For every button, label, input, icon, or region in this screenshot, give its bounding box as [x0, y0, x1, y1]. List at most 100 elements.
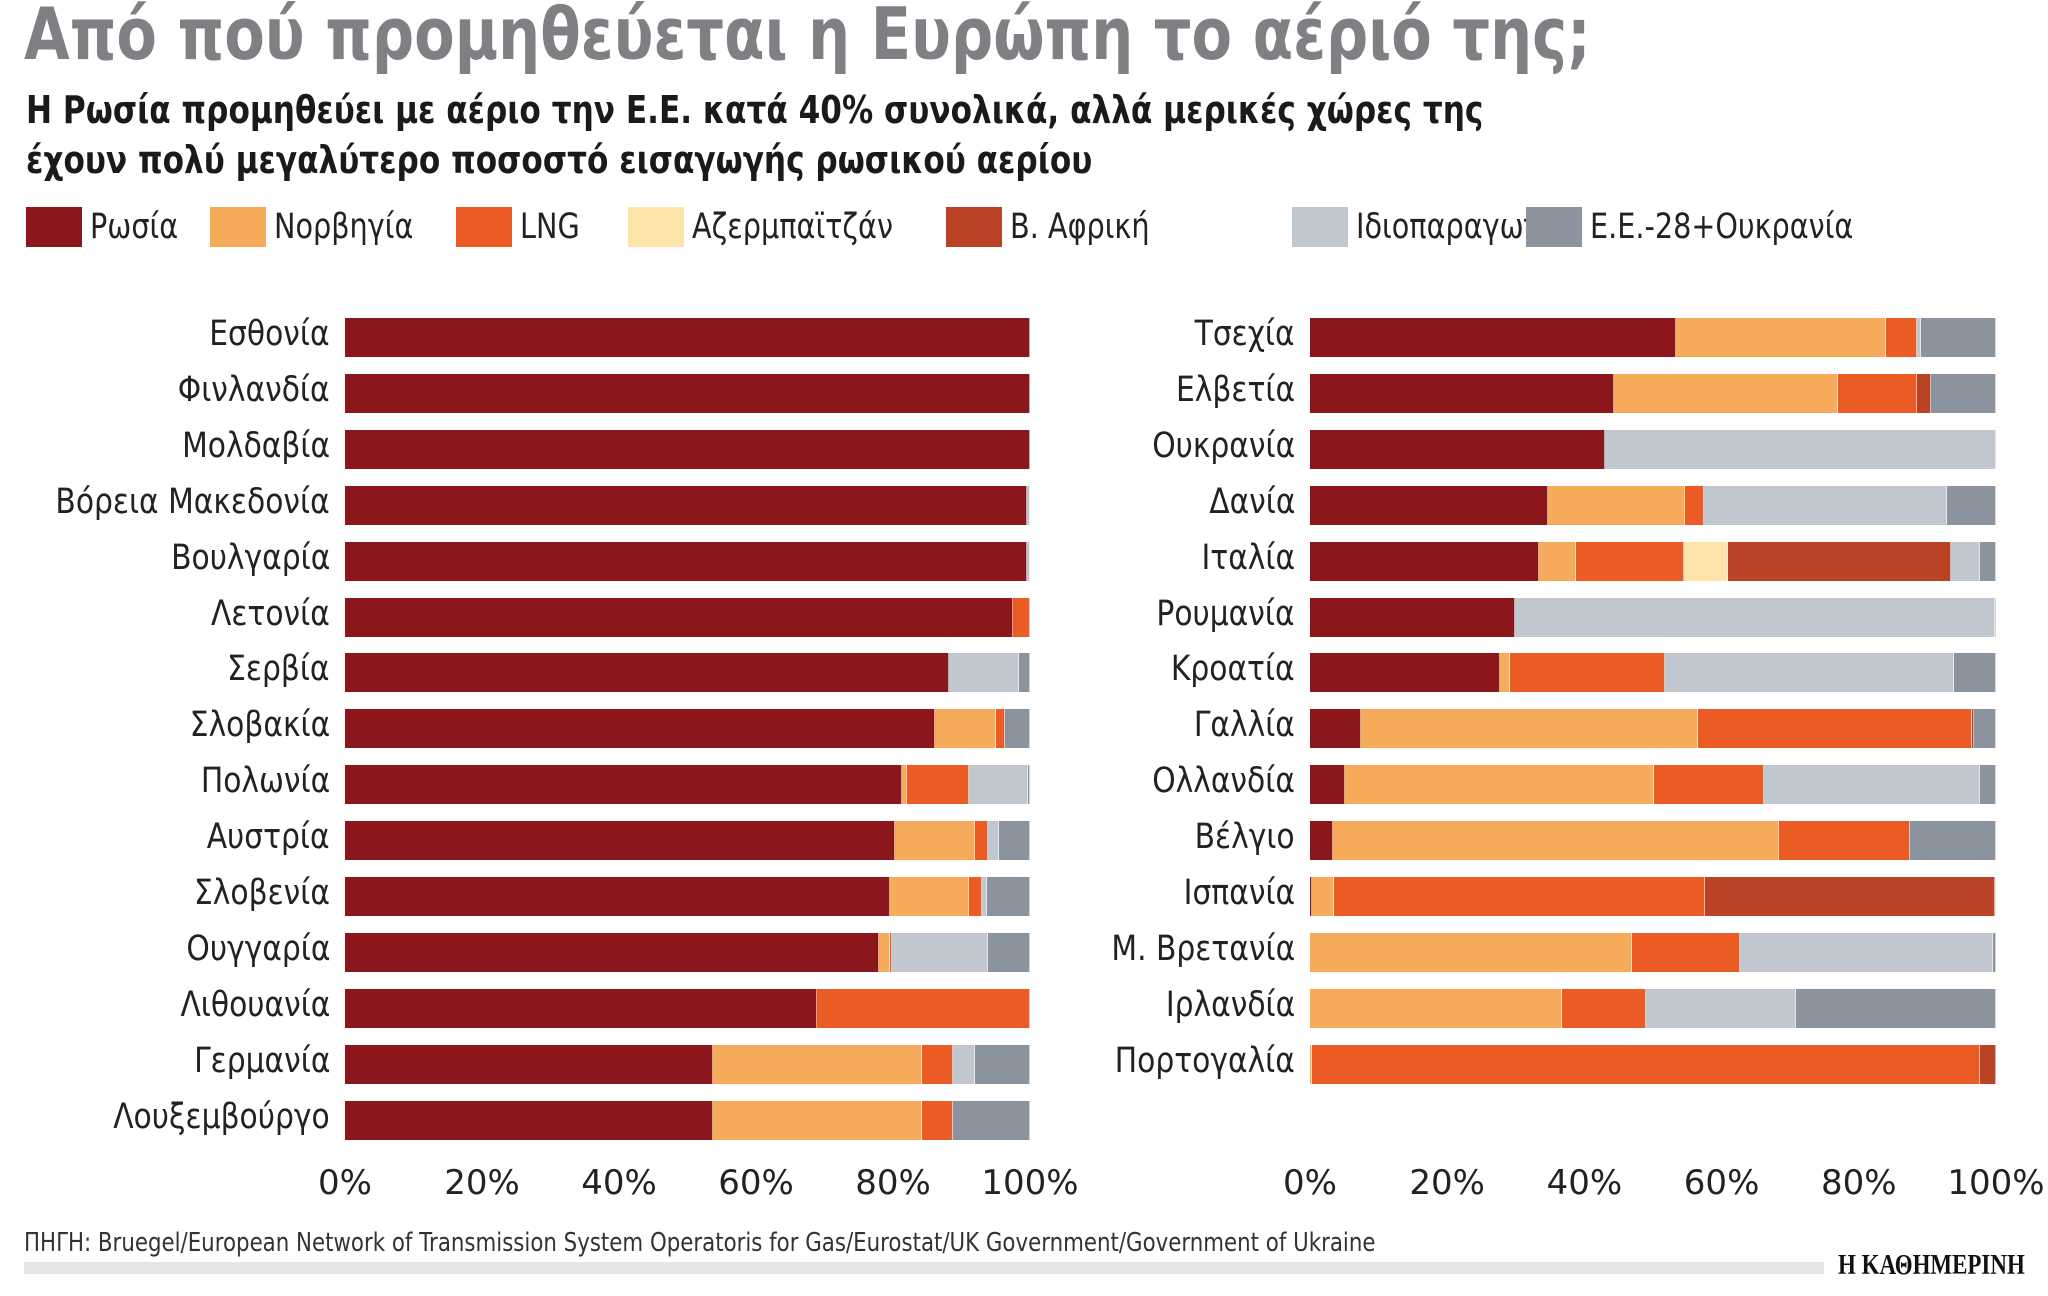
bar-segment — [1515, 597, 1995, 637]
category-label: Σερβία — [227, 649, 330, 690]
bar-segment — [995, 709, 1006, 749]
chart-subtitle-line-1: Η Ρωσία προμηθεύει με αέριο την Ε.Ε. κατ… — [26, 88, 1484, 132]
bar-segment — [1539, 541, 1577, 581]
x-tick-label: 0% — [318, 1163, 372, 1203]
bar-segment — [987, 821, 1000, 861]
bar-segment — [1705, 877, 1995, 916]
category-label: Βέλγιο — [1195, 817, 1295, 858]
category-label: Κροατία — [1171, 649, 1295, 690]
bar-segment — [1683, 541, 1728, 581]
x-tick-label: 40% — [581, 1163, 657, 1203]
chart-subtitle-line-2: έχουν πολύ μεγαλύτερο ποσοστό εισαγωγής … — [26, 138, 1093, 182]
category-label: Γερμανία — [193, 1040, 330, 1081]
bar-segment — [1310, 932, 1633, 972]
bar-segment — [969, 765, 1028, 805]
bar-segment — [1312, 877, 1334, 916]
bar-segment — [1310, 988, 1562, 1028]
legend-swatch — [210, 207, 266, 247]
bar-segment — [1333, 821, 1779, 861]
bar-segment — [1005, 709, 1030, 749]
legend-label: Ε.Ε.-28+Ουκρανία — [1590, 207, 1854, 247]
bar-segment — [1684, 485, 1705, 525]
bar-segment — [1764, 765, 1981, 805]
bar-segment — [1312, 1044, 1981, 1084]
bar-segment — [934, 709, 996, 749]
bar-segment — [1910, 821, 1996, 861]
legend-swatch — [26, 207, 82, 247]
bar-segment — [1561, 988, 1647, 1028]
bar-segment — [1310, 429, 1605, 469]
legend-label: Β. Αφρική — [1010, 207, 1150, 247]
category-label: Φινλανδία — [178, 369, 330, 410]
bar-segment — [1310, 1044, 1313, 1084]
bar-segment — [1885, 318, 1918, 357]
category-label: Πολωνία — [200, 761, 330, 802]
bar-segment — [949, 653, 1020, 693]
bar-segment — [969, 877, 983, 916]
bar-segment — [1947, 485, 1996, 525]
bar-segment — [1361, 709, 1699, 749]
category-label: Γαλλία — [1193, 705, 1295, 746]
legend-item: Ιδιοπαραγωγή — [1292, 204, 1603, 250]
legend: Ρωσία Νορβηγία LNG Αζερμπαϊτζάν Β. Αφρική Ιδι… — [26, 204, 2026, 250]
category-label: Μ. Βρετανία — [1111, 928, 1295, 969]
bar-segment — [1917, 318, 1921, 357]
bar-segment — [345, 1100, 713, 1140]
legend-swatch — [946, 207, 1002, 247]
category-label: Ιρλανδία — [1165, 984, 1295, 1025]
bar-segment — [1930, 373, 1996, 413]
bar-segment — [1837, 373, 1918, 413]
bar-segment — [1740, 932, 1994, 972]
bar-segment — [345, 541, 1028, 581]
bar-segment — [1994, 877, 1996, 916]
legend-swatch — [456, 207, 512, 247]
bar-segment — [1019, 653, 1030, 693]
bar-segment — [345, 709, 935, 749]
x-tick-label: 60% — [1683, 1163, 1760, 1203]
bar-segment — [345, 821, 896, 861]
x-tick-label: 20% — [444, 1163, 520, 1203]
category-label: Ελβετία — [1175, 369, 1295, 410]
bar-segment — [345, 765, 902, 805]
bar-segment — [1613, 373, 1838, 413]
legend-item: Β. Αφρική — [946, 204, 1180, 250]
legend-item: Αζερμπαϊτζάν — [628, 204, 937, 250]
category-label: Λετονία — [211, 593, 330, 634]
bar-segment — [712, 1100, 922, 1140]
bar-segment — [1646, 988, 1796, 1028]
bar-segment — [345, 318, 1030, 357]
bar-segment — [1334, 877, 1706, 916]
bar-segment — [345, 429, 1030, 469]
bar-segment — [1576, 541, 1684, 581]
bar-segment — [1500, 653, 1511, 693]
bar-segment — [953, 1044, 975, 1084]
bar-segment — [1795, 988, 1996, 1028]
x-tick-label: 80% — [1821, 1163, 1897, 1203]
legend-item: Νορβηγία — [210, 204, 444, 250]
category-label: Πορτογαλία — [1114, 1040, 1295, 1081]
bar-segment — [1980, 765, 1996, 805]
legend-item: Ε.Ε.-28+Ουκρανία — [1526, 204, 1911, 250]
bar-segment — [345, 932, 880, 972]
bar-segment — [1310, 485, 1549, 525]
legend-label: Νορβηγία — [274, 207, 414, 247]
bar-segment — [1980, 1044, 1996, 1084]
bar-segment — [1310, 877, 1313, 916]
bar-segment — [901, 765, 908, 805]
bar-segment — [921, 1100, 954, 1140]
bar-segment — [889, 877, 970, 916]
category-label: Τσεχία — [1195, 314, 1295, 354]
bar-segment — [895, 821, 976, 861]
category-label: Ουκρανία — [1152, 425, 1295, 466]
bar-segment — [345, 597, 1013, 637]
category-label: Δανία — [1208, 481, 1295, 522]
legend-label: LNG — [520, 207, 580, 247]
bar-segment — [907, 765, 970, 805]
bar-segment — [879, 932, 891, 972]
bar-segment — [1027, 541, 1030, 581]
x-tick-label: 80% — [855, 1163, 931, 1203]
bar-segment — [1310, 709, 1362, 749]
bar-segment — [1310, 318, 1677, 357]
bar-segment — [986, 877, 1030, 916]
category-label: Ρουμανία — [1156, 593, 1295, 634]
